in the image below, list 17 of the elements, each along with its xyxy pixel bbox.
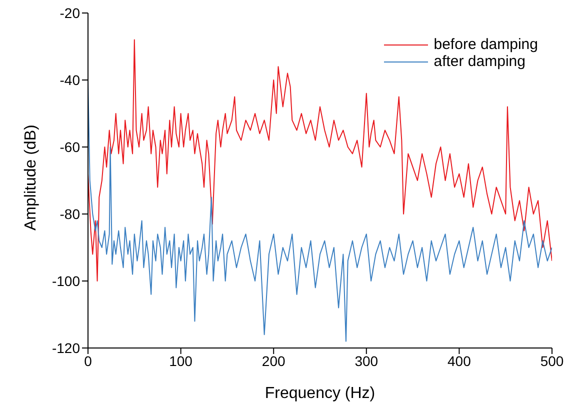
y-tick-label: -40 bbox=[60, 72, 80, 88]
y-tick-label: -60 bbox=[60, 138, 80, 155]
y-tick-label: -100 bbox=[52, 272, 80, 289]
x-tick-label: 200 bbox=[262, 352, 286, 369]
x-tick-label: 100 bbox=[169, 352, 193, 369]
line-series bbox=[88, 39, 552, 282]
y-tick-label: -20 bbox=[60, 4, 80, 21]
x-axis-title: Frequency (Hz) bbox=[264, 385, 376, 402]
x-tick-label: 0 bbox=[84, 352, 92, 369]
y-axis-title: Amplitude (dB) bbox=[22, 124, 40, 230]
x-tick-label: 500 bbox=[540, 352, 564, 369]
legend-label: after damping bbox=[434, 53, 526, 70]
y-tick-label: -80 bbox=[60, 206, 80, 222]
x-tick-label: 300 bbox=[354, 352, 378, 369]
legend-label: before damping bbox=[434, 36, 538, 53]
x-tick-label: 400 bbox=[448, 352, 472, 369]
y-tick-label: -120 bbox=[52, 340, 80, 356]
